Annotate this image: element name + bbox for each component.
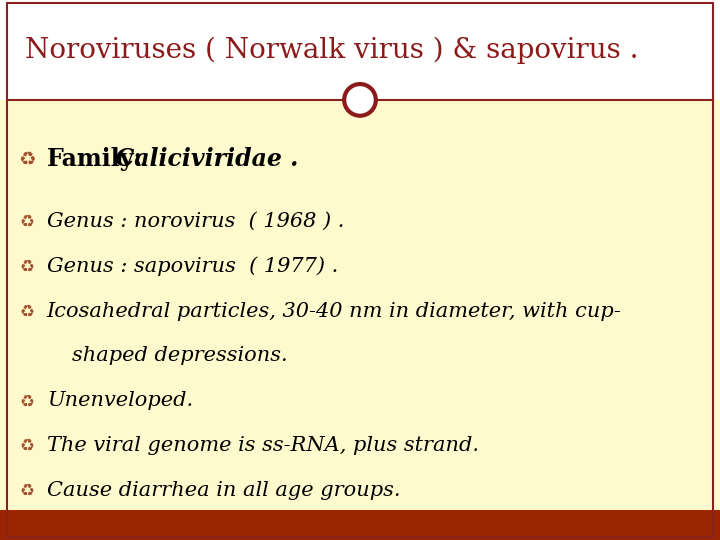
Text: Noroviruses ( Norwalk virus ) & sapovirus .: Noroviruses ( Norwalk virus ) & sapoviru… <box>25 36 639 64</box>
Ellipse shape <box>344 84 376 116</box>
Text: Unenveloped.: Unenveloped. <box>47 391 193 410</box>
Text: The viral genome is ss-RNA, plus strand.: The viral genome is ss-RNA, plus strand. <box>47 436 479 455</box>
Text: ♻: ♻ <box>20 436 35 455</box>
Text: ♻: ♻ <box>20 392 35 410</box>
Bar <box>0 0 720 100</box>
Text: Cause diarrhea in all age groups.: Cause diarrhea in all age groups. <box>47 481 400 500</box>
Text: ♻: ♻ <box>20 212 35 231</box>
Text: ♻: ♻ <box>19 150 36 169</box>
Text: Icosahedral particles, 30-40 nm in diameter, with cup-: Icosahedral particles, 30-40 nm in diame… <box>47 301 621 321</box>
Text: ♻: ♻ <box>20 481 35 500</box>
Bar <box>0 510 720 540</box>
Text: shaped depressions.: shaped depressions. <box>72 346 287 366</box>
Text: ♻: ♻ <box>20 257 35 275</box>
Text: Family:: Family: <box>47 147 143 171</box>
Bar <box>0 100 720 510</box>
Text: Genus : norovirus  ( 1968 ) .: Genus : norovirus ( 1968 ) . <box>47 212 344 231</box>
Text: ♻: ♻ <box>20 302 35 320</box>
Text: Caliciviridae .: Caliciviridae . <box>99 147 299 171</box>
Text: Genus : sapovirus  ( 1977) .: Genus : sapovirus ( 1977) . <box>47 256 338 276</box>
